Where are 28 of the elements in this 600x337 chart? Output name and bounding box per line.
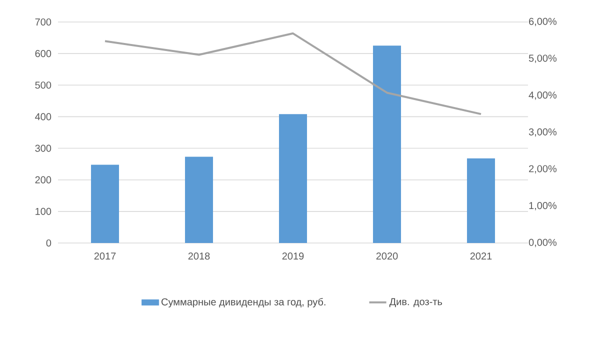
y-tick-label: 300 xyxy=(35,144,52,152)
legend-label: Див. доз-ть xyxy=(389,298,442,308)
y-tick-label: 600 xyxy=(35,50,52,58)
y-tick-label: 100 xyxy=(36,208,52,215)
x-tick-label: 2017 xyxy=(94,252,116,260)
bar xyxy=(91,164,120,243)
y-tick-label: 0 xyxy=(46,239,52,247)
legend-label: Суммарные дивиденды за год, руб. xyxy=(162,298,326,308)
bar xyxy=(279,114,307,243)
bar xyxy=(185,156,213,243)
x-tick-label: 2019 xyxy=(282,252,304,260)
bar xyxy=(466,158,495,243)
y-tick-label: 200 xyxy=(35,176,52,184)
x-tick-label: 2018 xyxy=(188,252,210,260)
y-tick-label: 400 xyxy=(35,113,52,120)
y2-tick-label: 6,00% xyxy=(529,18,557,26)
bar xyxy=(372,46,401,243)
y-tick-label: 700 xyxy=(35,18,52,26)
y2-tick-label: 4,00% xyxy=(528,92,557,100)
y2-tick-label: 5,00% xyxy=(528,54,557,63)
x-tick-label: 2020 xyxy=(376,252,398,260)
y2-tick-label: 3,00% xyxy=(528,128,557,137)
y2-tick-label: 2,00% xyxy=(529,165,557,174)
y-tick-label: 500 xyxy=(35,82,52,89)
y2-tick-label: 0,00% xyxy=(528,238,557,248)
y2-tick-label: 1,00% xyxy=(529,202,557,210)
line-series xyxy=(104,32,482,116)
x-tick-label: 2021 xyxy=(470,252,492,260)
